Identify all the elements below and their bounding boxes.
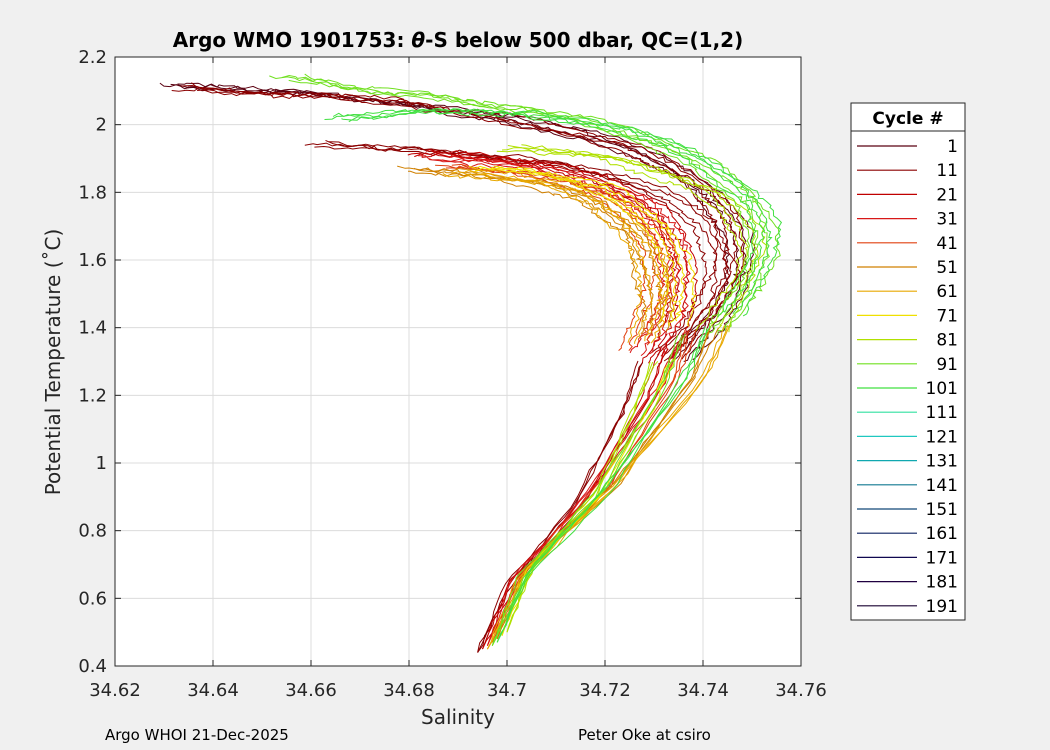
legend-label: 141 [926,476,958,496]
x-tick-label: 34.68 [383,680,435,701]
y-tick-label: 2.2 [78,47,107,68]
profile-line [304,142,708,356]
profile-lower-line [491,330,690,643]
profile-line [451,163,666,346]
profile-line [288,79,770,335]
legend: Cycle # 11121314151617181911011111211311… [850,102,966,621]
plot-frame [114,56,802,667]
y-tick-label: 0.8 [78,521,107,542]
legend-label: 171 [926,548,958,568]
y-axis-label: Potential Temperature (˚C) [41,229,65,496]
legend-label: 61 [936,282,958,302]
legend-label: 21 [936,185,958,205]
x-tick-label: 34.76 [775,680,827,701]
profile-line [507,145,759,330]
axis-ticks: 34.62 34.64 34.66 34.68 34.7 34.72 34.74 34.76 0… [78,47,826,701]
legend-title: Cycle # [872,109,943,129]
profile-line [348,107,783,317]
profile-line [407,152,677,364]
profile-lower-line [496,328,708,643]
profile-line [413,167,665,338]
profile-line [191,82,738,355]
y-tick-label: 1.4 [78,318,107,339]
y-tick-label: 1.8 [78,182,107,203]
legend-label: 11 [936,161,958,181]
profile-line [493,165,697,327]
profile-line [304,73,781,332]
profile-line [474,167,678,327]
profile-lower-line [496,325,711,643]
legend-label: 111 [926,403,958,423]
y-tick-label: 1.6 [78,250,107,271]
x-tick-label: 34.62 [89,680,141,701]
profile-line [332,108,766,313]
profile-line [501,147,749,332]
profile-line [328,141,742,360]
profile-line [431,150,698,364]
legend-label: 71 [936,306,958,326]
y-tick-label: 0.4 [78,656,107,677]
profile-line [464,169,663,342]
x-tick-label: 34.72 [579,680,631,701]
profile-line [341,109,773,315]
profile-line [468,165,670,324]
legend-label: 101 [926,379,958,399]
profile-line [269,75,751,338]
profile-line [428,158,672,356]
legend-label: 1 [947,137,958,157]
profile-line [451,171,653,344]
legend-label: 51 [936,258,958,278]
x-tick-label: 34.7 [487,680,527,701]
profile-line [281,74,759,334]
profile-lower-line [491,335,679,646]
legend-label: 151 [926,500,958,520]
data-series-group [159,73,783,653]
y-tick-label: 0.6 [78,588,107,609]
profile-line [177,82,748,362]
profile-line [447,155,689,357]
profile-lower-line [477,362,644,653]
y-tick-label: 1 [96,453,107,474]
profile-line [325,139,731,358]
legend-label: 191 [926,597,958,617]
footer-left-text: Argo WHOI 21-Dec-2025 [105,726,289,744]
legend-label: 181 [926,573,958,593]
legend-label: 131 [926,452,958,472]
x-axis-label: Salinity [421,705,495,729]
y-tick-label: 1.2 [78,385,107,406]
profile-lower-line [486,325,725,650]
profile-line [425,149,691,365]
profile-lower-line [477,362,644,653]
x-tick-label: 34.74 [677,680,729,701]
y-tick-label: 2 [96,115,107,136]
legend-label: 31 [936,210,958,230]
legend-label: 41 [936,234,958,254]
legend-label: 91 [936,355,958,375]
legend-label: 121 [926,427,958,447]
legend-label: 161 [926,524,958,544]
profile-line [469,171,671,344]
legend-label: 81 [936,331,958,351]
x-tick-label: 34.66 [285,680,337,701]
profile-line [442,173,643,343]
legend-box [850,102,966,621]
chart-title: Argo WMO 1901753: θ-S below 500 dbar, QC… [173,28,743,52]
x-tick-label: 34.64 [187,680,239,701]
legend-entries: 1112131415161718191101111121131141151161… [857,137,958,617]
profile-lower-line [496,326,706,643]
footer-right-text: Peter Oke at csiro [578,726,711,744]
profile-line [181,84,730,355]
